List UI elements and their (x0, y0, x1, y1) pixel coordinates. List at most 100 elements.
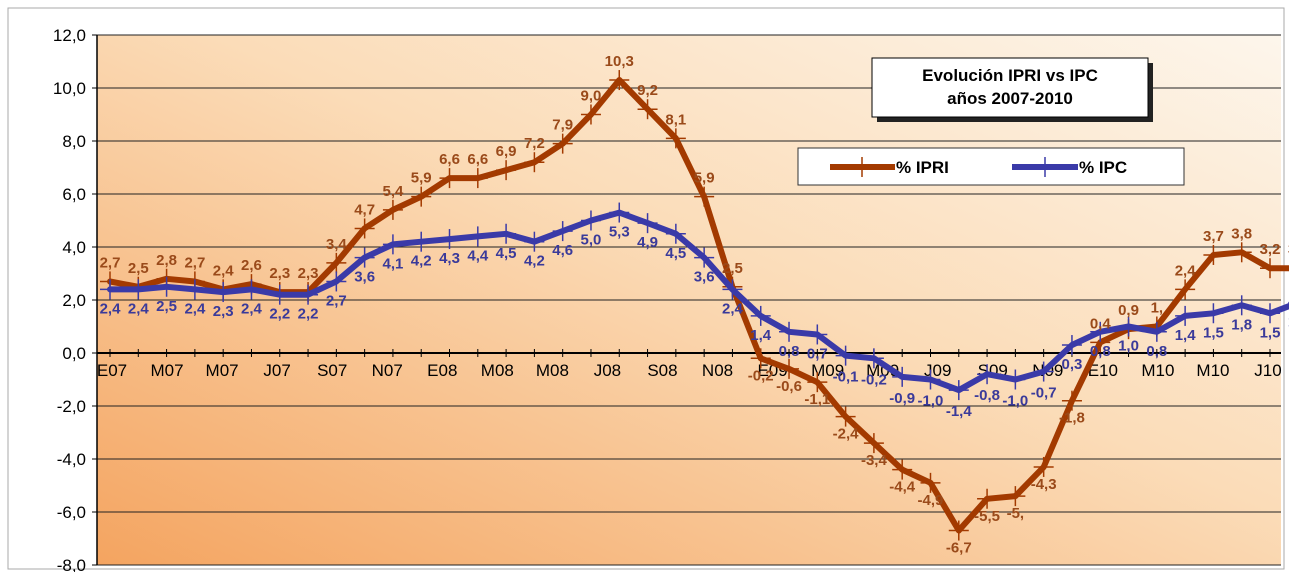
series-ipc-data-label: 2,4 (128, 300, 150, 317)
series-ipc-data-label: -0,8 (974, 387, 1000, 404)
series-ipri-data-label: 7,2 (524, 135, 545, 152)
series-ipc-data-label: 2,7 (326, 292, 347, 309)
series-ipc-data-label: 1,0 (1118, 338, 1139, 355)
title-box: Evolución IPRI vs IPC años 2007-2010 (871, 57, 1153, 122)
series-ipri-data-label: 2,7 (184, 254, 205, 271)
y-tick-label: -4,0 (57, 450, 86, 469)
series-ipc-data-label: 5,3 (609, 224, 630, 241)
y-tick-label: 0,0 (62, 344, 86, 363)
series-ipc-data-label: 4,5 (665, 245, 686, 262)
series-ipri-data-label: 5,9 (694, 170, 715, 187)
series-ipri-data-label: 2,6 (241, 257, 262, 274)
legend-ipri-label: % IPRI (896, 158, 949, 177)
series-ipc-data-label: 4,6 (552, 242, 573, 259)
x-tick-label: M09 (811, 361, 844, 380)
series-ipc-data-label: 4,9 (637, 234, 658, 251)
series-ipri-data-label: -5, (1007, 505, 1025, 522)
x-tick-label: M07 (206, 361, 239, 380)
series-ipc-data-label: -0,1 (833, 369, 859, 386)
legend: % IPRI % IPC (797, 147, 1185, 186)
series-ipri-data-label: 6,6 (439, 151, 460, 168)
y-tick-label: 2,0 (62, 291, 86, 310)
series-ipc-data-label: 1,5 (1260, 324, 1281, 341)
grid-lines (96, 34, 1281, 566)
series-ipri-data-label: 3,4 (326, 236, 348, 253)
series-ipc-data-label: 2,3 (213, 303, 234, 320)
series-ipc-data-label: 4,2 (411, 253, 432, 270)
x-tick-label: M10 (1196, 361, 1229, 380)
title-line-1: Evolución IPRI vs IPC (922, 66, 1098, 85)
x-tick-label: N07 (372, 361, 403, 380)
series-ipri-data-label: -4,3 (1031, 476, 1057, 493)
series-ipri-data-label: 4,7 (354, 201, 375, 218)
series-ipri-data-label: -5,5 (974, 508, 1000, 525)
y-tick-label: 8,0 (62, 132, 86, 151)
series-ipc-data-label: 2,4 (722, 300, 744, 317)
series-ipri-data-label: 8,1 (665, 111, 686, 128)
y-tick-label: 12,0 (53, 26, 86, 45)
series-ipc-data-label: 4,2 (524, 253, 545, 270)
x-tick-label: M08 (481, 361, 514, 380)
series-ipri-data-label: 3,2 (1288, 241, 1289, 258)
title-box-frame (871, 57, 1149, 118)
series-ipri-data-label: 9,0 (581, 88, 602, 105)
series-ipri-data-label: -3,4 (861, 452, 888, 469)
series-ipc-data-label: -0,2 (861, 371, 887, 388)
y-tick-label: -8,0 (57, 556, 86, 572)
x-tick-label: M07 (151, 361, 184, 380)
y-tick-label: -6,0 (57, 503, 86, 522)
y-tick-label: -2,0 (57, 397, 86, 416)
series-ipri-data-label: 6,6 (467, 151, 488, 168)
series-ipri-data-label: -6,7 (946, 540, 972, 557)
title-line-2: años 2007-2010 (947, 89, 1073, 108)
series-ipc-data-label: 3,6 (694, 269, 715, 286)
series-ipri-data-label: 9,2 (637, 82, 658, 99)
series-ipri-data-label: 3,8 (1231, 225, 1252, 242)
series-ipc-data-label: 0,7 (807, 345, 828, 362)
series-ipri-data-label: 2,5 (128, 260, 149, 277)
series-ipc-data-label: 4,5 (496, 245, 517, 262)
series-ipri-data-label: 1, (1151, 300, 1164, 317)
series-ipri-data-label: 2,4 (1175, 262, 1197, 279)
series-ipri-data-label: 5,9 (411, 170, 432, 187)
x-tick-label: N08 (702, 361, 733, 380)
series-ipri-data-label: -2,4 (833, 426, 860, 443)
series-ipc-data-label: -1,0 (1002, 393, 1028, 410)
x-tick-label: S08 (647, 361, 677, 380)
series-ipc-data-label: 4,3 (439, 250, 460, 267)
series-ipri-data-label: 2,3 (269, 265, 290, 282)
series-ipc-data-label: 3,6 (354, 269, 375, 286)
x-tick-label: E07 (97, 361, 127, 380)
x-tick-label: J07 (263, 361, 290, 380)
series-ipri-data-label: -0,2 (748, 367, 774, 384)
data-labels: 2,7 2,5 2,8 2,7 2,4 2,6 2,3 2,3 3,4 4,7 5,4 5,9 6,6 6… (100, 53, 1289, 557)
series-ipri-data-label: 3,7 (1203, 228, 1224, 245)
series-ipri-data-label: 5,4 (382, 183, 404, 200)
series-ipri-data-label: -1,8 (1059, 410, 1085, 427)
series-lines (100, 70, 1289, 541)
series-ipc-data-label: 0,8 (1090, 343, 1111, 360)
y-tick-label: 4,0 (62, 238, 86, 257)
series-ipc-data-label: -1,4 (946, 403, 973, 420)
series-ipc-data-label: 2,2 (298, 306, 319, 323)
series-ipri-data-label: 2,7 (100, 254, 121, 271)
series-ipc-data-label: -0,7 (1031, 385, 1057, 402)
series-ipri-data-label: 7,9 (552, 117, 573, 134)
legend-ipc-label: % IPC (1079, 158, 1127, 177)
series-ipri-data-label: 0,9 (1118, 302, 1139, 319)
series-ipri-data-label: 6,9 (496, 143, 517, 160)
series-ipri-data-label: 2,5 (722, 260, 743, 277)
series-ipri-data-label: 2,4 (213, 262, 235, 279)
series-ipri-data-label: 2,3 (298, 265, 319, 282)
series-ipc-data-label: 0,8 (1146, 343, 1167, 360)
y-axis-ticks: 12,0 10,0 8,0 6,0 4,0 2,0 0,0 -2,0 -4,0 -6,0 -8,0 (53, 26, 97, 575)
series-ipc-data-label: 0,3 (1062, 356, 1083, 373)
series-ipri-data-label: -4,4 (889, 479, 916, 496)
series-ipc-data-label: 0,8 (779, 343, 800, 360)
series-ipc-data-label: 1,9 (1288, 314, 1289, 331)
series-ipri-data-label: 10,3 (605, 53, 634, 70)
x-tick-label: E08 (427, 361, 457, 380)
series-ipc-data-label: 4,1 (382, 255, 403, 272)
